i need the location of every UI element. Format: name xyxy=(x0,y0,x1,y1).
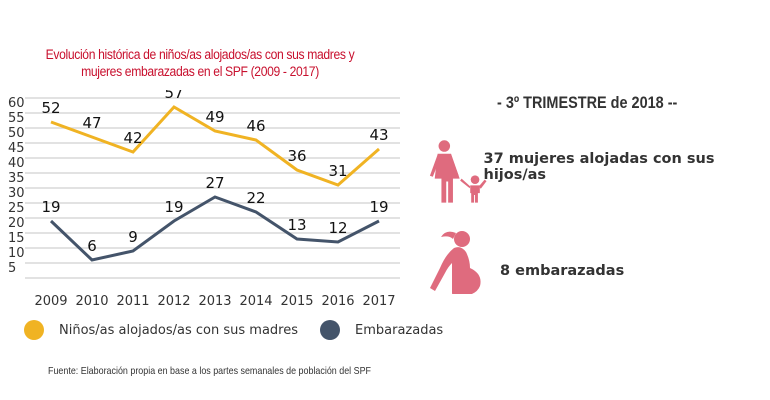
x-tick-label: 2016 xyxy=(321,294,354,309)
x-tick-label: 2015 xyxy=(280,294,313,309)
legend-marker-embarazadas xyxy=(320,320,340,340)
stat-text-pregnant: 8 embarazadas xyxy=(500,263,625,279)
x-tick-label: 2011 xyxy=(116,294,149,309)
y-tick-label: 45 xyxy=(8,141,25,156)
x-tick-label: 2012 xyxy=(157,294,190,309)
stat-text-mothers: 37 mujeres alojadas con sus hijos/as xyxy=(483,151,715,183)
gridlines xyxy=(25,97,400,279)
y-tick-label: 5 xyxy=(8,261,16,276)
legend-item-ninos: Niños/as alojados/as con sus madres xyxy=(24,320,298,340)
y-tick-label: 20 xyxy=(8,216,25,231)
data-label: 49 xyxy=(205,108,224,126)
x-tick-label: 2013 xyxy=(198,294,231,309)
y-tick-label: 10 xyxy=(8,246,25,261)
data-label: 22 xyxy=(246,189,265,207)
x-tick-label: 2014 xyxy=(239,294,272,309)
chart-title-line-2: mujeres embarazadas en el SPF (2009 - 20… xyxy=(81,64,319,79)
data-label: 19 xyxy=(41,198,60,216)
data-label: 42 xyxy=(123,129,142,147)
x-tick-label: 2010 xyxy=(75,294,108,309)
x-tick-label: 2009 xyxy=(34,294,67,309)
data-label: 12 xyxy=(328,219,347,237)
mother-child-icon xyxy=(429,140,487,203)
legend-item-embarazadas: Embarazadas xyxy=(320,320,443,340)
data-label: 19 xyxy=(164,198,183,216)
chart-title-line-1: Evolución histórica de niños/as alojados… xyxy=(45,47,355,62)
y-tick-label: 60 xyxy=(8,96,25,111)
data-label: 9 xyxy=(128,228,138,246)
chart-title: Evolución histórica de niños/as alojados… xyxy=(20,46,380,80)
data-label: 47 xyxy=(82,114,101,132)
pregnant-woman-icon xyxy=(430,231,481,294)
data-labels: 52 47 42 57 49 46 36 31 43 19 6 9 19 27 22 13 12 19 xyxy=(41,90,388,255)
y-tick-label: 55 xyxy=(8,111,25,126)
period-title: - 3º TRIMESTRE de 2018 -- xyxy=(497,93,678,112)
y-tick-label: 30 xyxy=(8,186,25,201)
data-label: 36 xyxy=(287,147,306,165)
y-tick-label: 25 xyxy=(8,201,25,216)
x-axis-ticks: 2009 2010 2011 2012 2013 2014 2015 2016 2017 xyxy=(34,294,395,309)
data-label: 27 xyxy=(205,174,224,192)
data-label: 6 xyxy=(87,237,97,255)
stat-pregnant: 8 embarazadas xyxy=(428,228,624,294)
legend-label-ninos: Niños/as alojados/as con sus madres xyxy=(59,322,298,338)
data-label: 43 xyxy=(369,126,388,144)
source-note: Fuente: Elaboración propia en base a los… xyxy=(48,365,371,377)
data-label: 13 xyxy=(287,216,306,234)
legend-marker-ninos xyxy=(24,320,44,340)
stat-mothers-with-children: 37 mujeres alojadas con sus hijos/as xyxy=(428,138,770,204)
data-label: 52 xyxy=(41,99,60,117)
y-tick-label: 35 xyxy=(8,171,25,186)
legend: Niños/as alojados/as con sus madres Emba… xyxy=(24,320,455,340)
x-tick-label: 2017 xyxy=(362,294,395,309)
y-tick-label: 40 xyxy=(8,156,25,171)
data-label: 46 xyxy=(246,117,265,135)
data-label: 31 xyxy=(328,162,347,180)
data-label: 19 xyxy=(369,198,388,216)
legend-label-embarazadas: Embarazadas xyxy=(355,322,444,338)
data-label: 57 xyxy=(164,90,183,102)
series-lines xyxy=(49,105,380,262)
y-tick-label: 15 xyxy=(8,231,25,246)
y-tick-label: 50 xyxy=(8,126,25,141)
